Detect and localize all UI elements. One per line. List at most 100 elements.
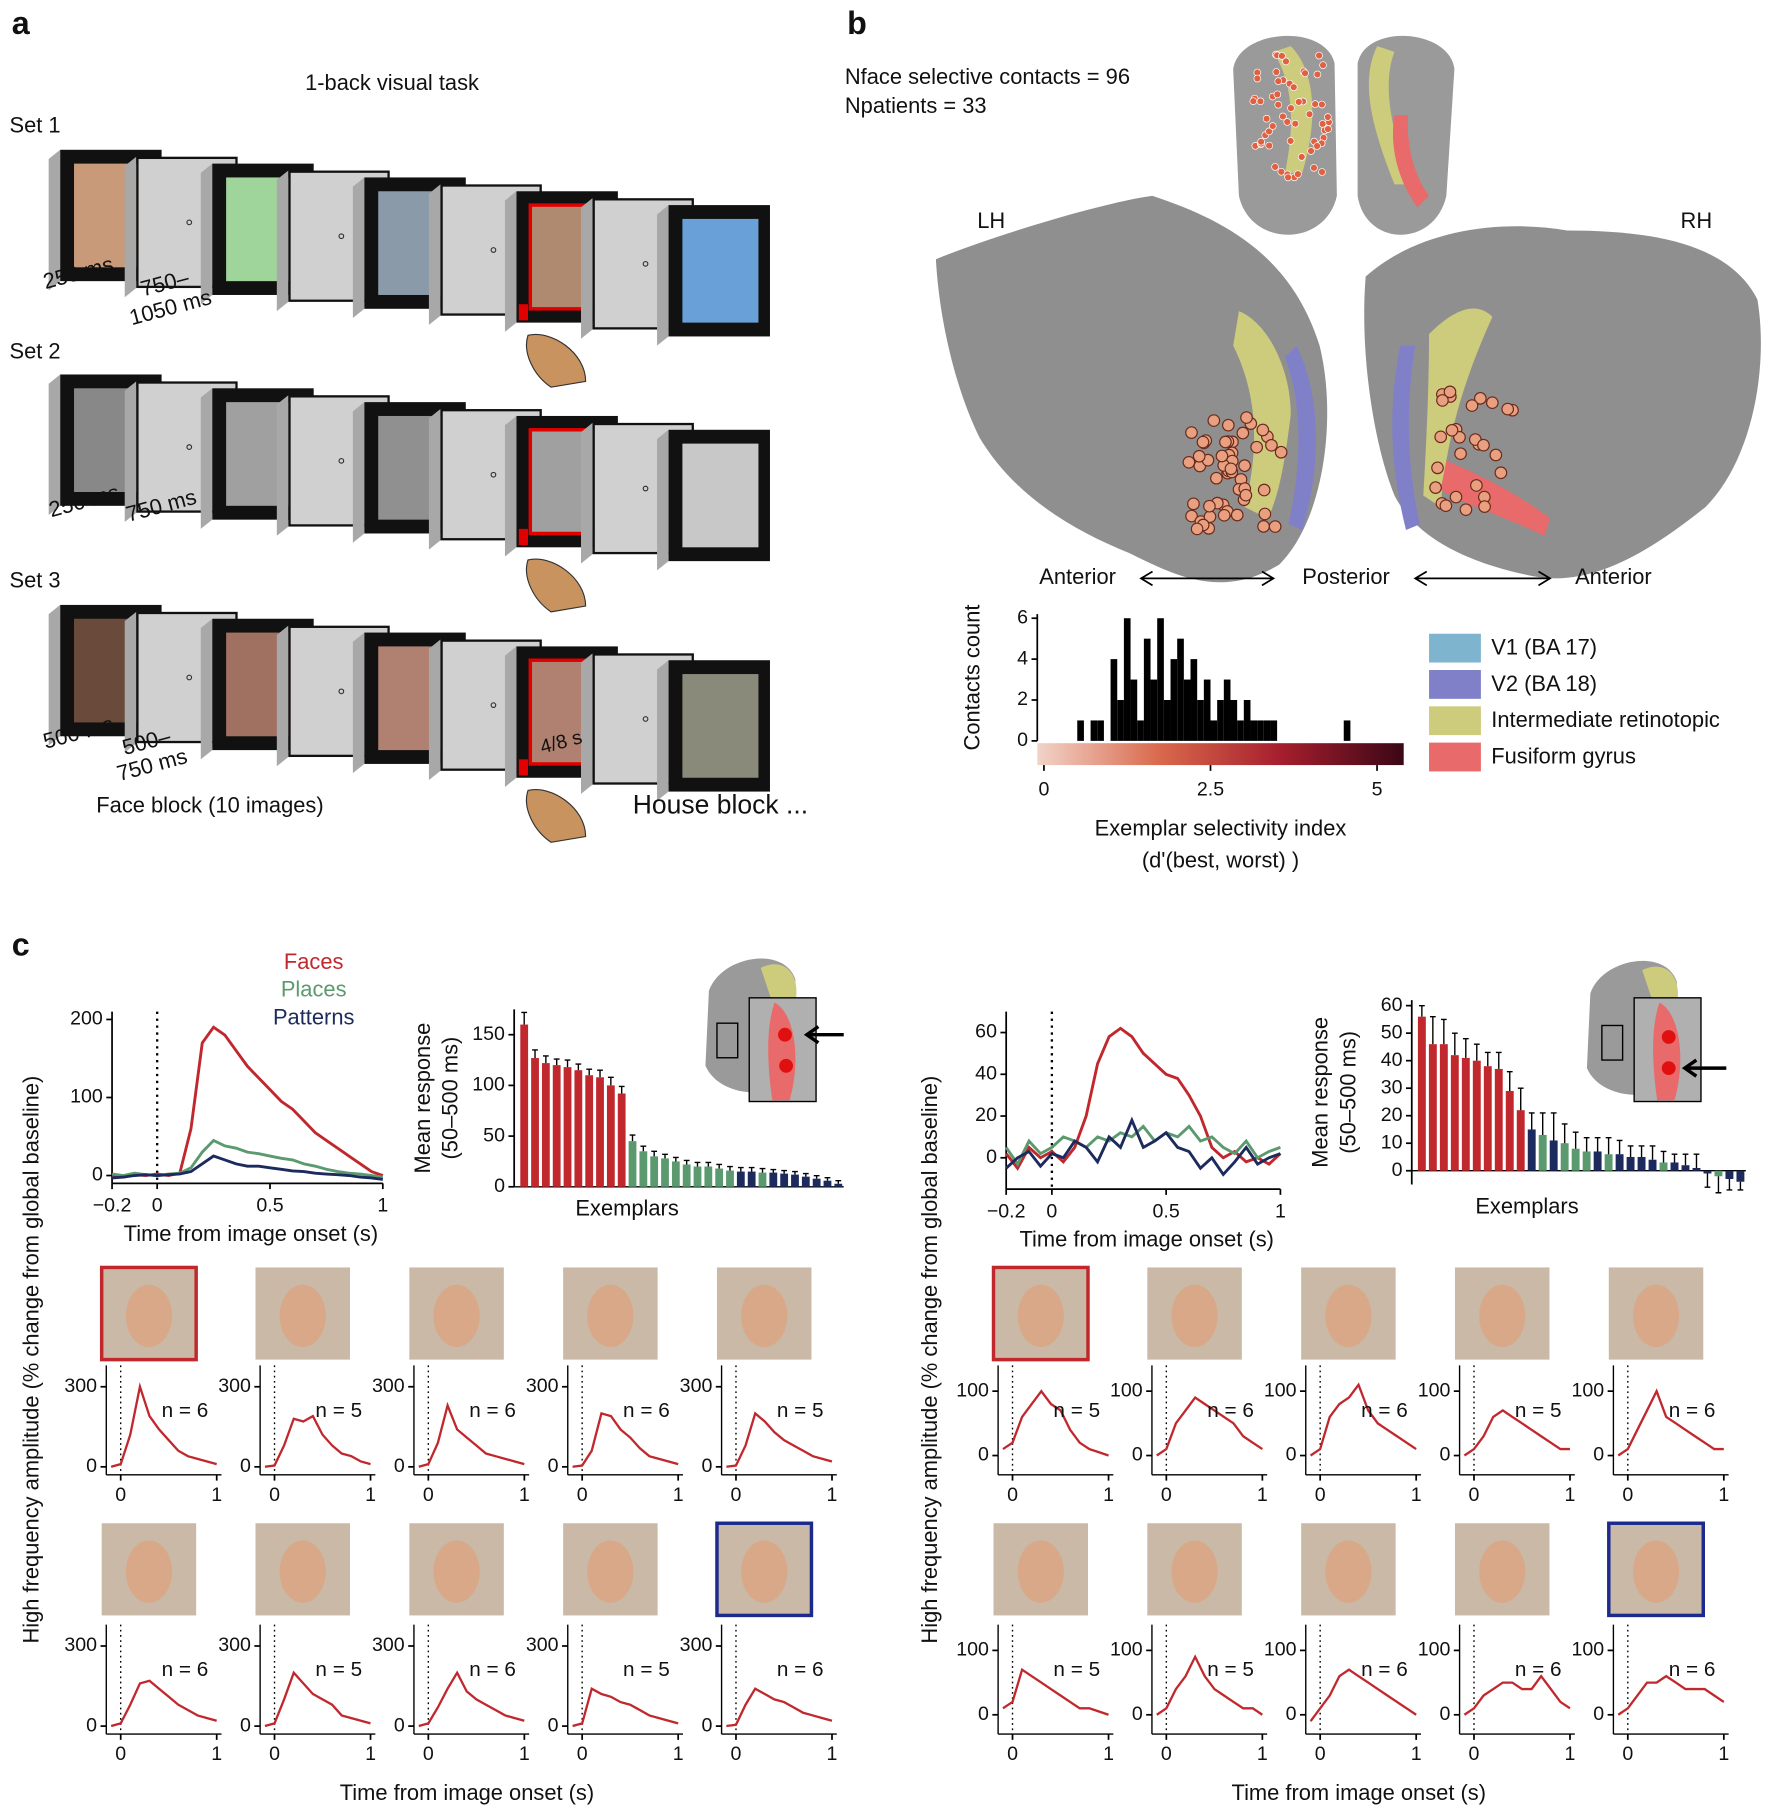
contact — [1301, 69, 1309, 78]
bar — [617, 1093, 626, 1187]
bar — [1450, 1055, 1459, 1171]
error-bar — [716, 1163, 723, 1169]
screen-side — [504, 415, 517, 557]
y-tick-label: 100 — [1572, 1639, 1605, 1661]
x-axis-label: (d'(best, worst) ) — [1142, 848, 1299, 873]
bar — [1604, 1154, 1613, 1171]
bar — [1494, 1068, 1503, 1171]
series-line — [418, 1401, 525, 1468]
contact — [1318, 100, 1326, 109]
bar — [650, 1156, 659, 1187]
bar — [791, 1174, 799, 1187]
histogram-bar — [1110, 659, 1118, 741]
x-tick-label: 0.5 — [256, 1195, 283, 1217]
error-bar — [1517, 1087, 1524, 1111]
arrow-head — [1139, 570, 1276, 587]
x-axis-label: Time from image onset (s) — [340, 1780, 594, 1805]
error-bar — [672, 1156, 679, 1162]
histogram-bar — [1090, 720, 1098, 741]
x-tick-label: 1 — [1718, 1743, 1729, 1765]
bar — [628, 1141, 637, 1187]
set-name: Set 1 — [10, 113, 61, 138]
portrait-face — [1171, 1540, 1218, 1603]
bar — [1571, 1148, 1580, 1171]
error-bar — [1539, 1112, 1546, 1135]
error-bar — [1528, 1112, 1535, 1130]
contact — [1297, 153, 1306, 161]
contact — [1470, 479, 1483, 492]
x-axis-label: Time from image onset (s) — [124, 1221, 378, 1246]
contact — [1239, 488, 1253, 502]
bar — [639, 1151, 648, 1187]
y-tick-label: 300 — [526, 1634, 559, 1656]
contact — [1265, 141, 1274, 150]
block-label: Face block (10 images) — [96, 792, 323, 817]
screen-side — [124, 156, 137, 298]
error-bar — [618, 1085, 625, 1094]
error-bar — [1638, 1145, 1645, 1157]
bar — [1714, 1170, 1723, 1177]
hand — [526, 333, 587, 388]
y-tick-label: 2 — [1017, 688, 1028, 710]
bar — [606, 1085, 615, 1187]
sample-size: n = 6 — [1515, 1658, 1562, 1681]
y-axis-label: High frequency amplitude (% change from … — [18, 1076, 43, 1644]
histogram-bar — [1270, 720, 1278, 741]
sample-size: n = 6 — [623, 1399, 670, 1422]
portrait-face — [279, 1540, 326, 1603]
error-bar — [575, 1063, 582, 1071]
contact — [1283, 118, 1292, 126]
histogram-bar — [1243, 699, 1251, 741]
bar — [1626, 1156, 1635, 1171]
error-bar — [1572, 1131, 1579, 1149]
histogram-bar — [1257, 720, 1264, 741]
stimulus — [682, 674, 759, 778]
error-bar — [813, 1174, 820, 1179]
y-axis-label: (50–500 ms) — [1335, 1031, 1360, 1154]
legend-swatch — [1429, 633, 1481, 663]
error-bar — [542, 1055, 549, 1064]
y-axis-label: Mean response — [410, 1023, 435, 1174]
series-line — [1005, 1116, 1281, 1177]
error-bar — [792, 1170, 798, 1175]
contact — [1286, 137, 1295, 145]
bar — [1428, 1044, 1437, 1171]
y-tick-label: 0 — [1439, 1444, 1450, 1466]
contact — [1274, 77, 1283, 86]
error-bar — [737, 1166, 744, 1172]
portrait-face — [1479, 1284, 1526, 1347]
contact — [1294, 170, 1302, 178]
contact — [1287, 104, 1295, 112]
bar — [1527, 1129, 1536, 1171]
x-tick-label: 1 — [1411, 1743, 1422, 1765]
sample-size: n = 5 — [1207, 1658, 1254, 1681]
set-name: Set 3 — [10, 568, 61, 593]
series-line — [726, 1411, 833, 1468]
contact — [1236, 426, 1250, 440]
portrait-face — [587, 1540, 634, 1603]
contact — [1185, 509, 1198, 523]
fixation — [490, 471, 497, 478]
series-line — [1002, 1389, 1109, 1457]
series-line — [264, 1414, 371, 1468]
x-tick-label: 1 — [1257, 1743, 1268, 1765]
x-tick-label: 0 — [1469, 1743, 1480, 1765]
screen-side — [657, 660, 669, 801]
y-tick-label: 0 — [1017, 729, 1028, 751]
y-tick-label: 300 — [218, 1634, 251, 1656]
bar — [1538, 1134, 1547, 1171]
legend-label: Fusiform gyrus — [1491, 743, 1636, 768]
y-tick-label: 300 — [680, 1634, 713, 1656]
y-tick-label: 0 — [1132, 1703, 1143, 1725]
contact — [1250, 440, 1264, 454]
bar — [1670, 1162, 1679, 1171]
bar — [574, 1070, 583, 1187]
histogram-bar — [1170, 659, 1178, 741]
contact — [1257, 483, 1271, 497]
screen-side — [504, 191, 517, 332]
y-tick-label: 300 — [64, 1634, 97, 1656]
screen-side — [657, 205, 669, 346]
sample-size: n = 6 — [1669, 1658, 1716, 1681]
x-axis-label: Exemplars — [575, 1196, 678, 1221]
